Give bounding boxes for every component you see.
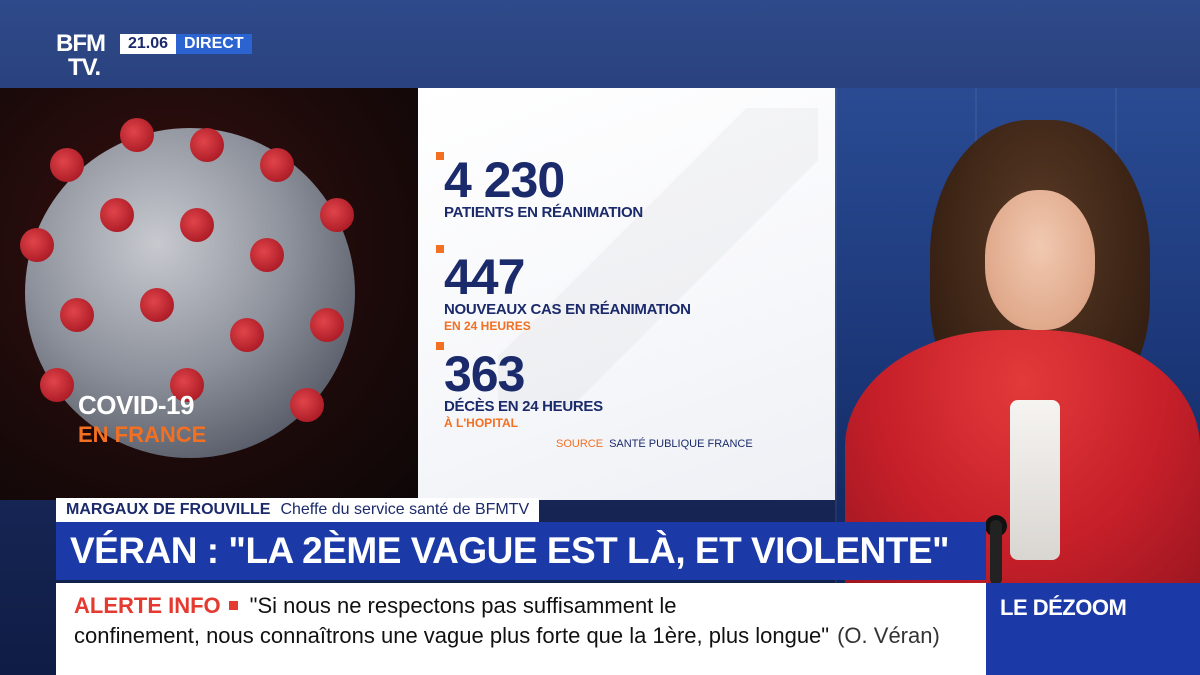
live-badge: DIRECT (176, 34, 252, 54)
clock-time: 21.06 (128, 35, 169, 52)
program-name: LE DÉZOOM (1000, 595, 1127, 620)
headline-banner: VÉRAN : "LA 2ÈME VAGUE EST LÀ, ET VIOLEN… (56, 522, 986, 580)
stats-panel: 4 230 PATIENTS EN RÉANIMATION 447 NOUVEA… (418, 88, 835, 500)
stat-bullet (436, 152, 444, 160)
alert-square-icon (228, 600, 238, 610)
watermark (498, 108, 818, 408)
stat-value: 4 230 (444, 152, 565, 208)
logo-line2: TV. (68, 54, 101, 81)
stat-deaths: 363 DÉCÈS EN 24 HEURES À L'HOPITAL (436, 342, 603, 431)
virus-spike (40, 368, 74, 402)
virus-spike (20, 228, 54, 262)
virus-spike (250, 238, 284, 272)
channel-logo: BFM TV. (56, 32, 116, 84)
stat-label: PATIENTS EN RÉANIMATION (444, 204, 643, 221)
alert-line1: ALERTE INFO "Si nous ne respectons pas su… (74, 593, 677, 619)
source-note: SOURCE SANTÉ PUBLIQUE FRANCE (556, 438, 753, 450)
stat-value: 363 (444, 346, 525, 402)
virus-spike (170, 368, 204, 402)
virus-spike (120, 118, 154, 152)
source-key: SOURCE (556, 438, 604, 450)
virus-spike (60, 298, 94, 332)
lower-third-name: MARGAUX DE FROUVILLE Cheffe du service s… (56, 498, 540, 522)
logo-line1: BFM (56, 30, 106, 57)
alert-attribution: (O. Véran) (837, 623, 940, 648)
stat-sublabel: À L'HOPITAL (444, 416, 518, 430)
topic-title: COVID-19 (78, 390, 194, 420)
stat-sublabel: EN 24 HEURES (444, 319, 531, 333)
virus-spike (290, 388, 324, 422)
stat-label: DÉCÈS EN 24 HEURES (444, 398, 603, 415)
virus-spike (260, 148, 294, 182)
virus-spike (50, 148, 84, 182)
virus-spike (190, 128, 224, 162)
clock-live-badge: 21.06 DIRECT (120, 34, 252, 54)
virus-spike (310, 308, 344, 342)
stat-bullet (436, 245, 444, 253)
virus-spike (320, 198, 354, 232)
virus-spike (100, 198, 134, 232)
speaker-role: Cheffe du service santé de BFMTV (280, 501, 530, 518)
stat-bullet (436, 342, 444, 350)
alert-line2: confinement, nous connaîtrons une vague … (74, 623, 940, 649)
stat-value: 447 (444, 249, 525, 305)
stat-new-cases: 447 NOUVEAUX CAS EN RÉANIMATION EN 24 HE… (436, 245, 691, 334)
stat-patients: 4 230 PATIENTS EN RÉANIMATION (436, 152, 643, 222)
microphone-stand (990, 520, 1002, 585)
virus-spike (180, 208, 214, 242)
virus-spike (230, 318, 264, 352)
presenter-face (985, 190, 1095, 330)
presenter-shirt (1010, 400, 1060, 560)
alert-tag: ALERTE INFO (74, 593, 221, 618)
virus-spike (140, 288, 174, 322)
virus-illustration-panel (0, 88, 418, 500)
alert-text2: confinement, nous connaîtrons une vague … (74, 623, 830, 648)
stat-label: NOUVEAUX CAS EN RÉANIMATION (444, 301, 691, 318)
alert-ticker: ALERTE INFO "Si nous ne respectons pas su… (56, 583, 986, 675)
speaker-name: MARGAUX DE FROUVILLE (66, 501, 271, 518)
headline-text: VÉRAN : "LA 2ÈME VAGUE EST LÀ, ET VIOLEN… (70, 530, 950, 571)
source-value: SANTÉ PUBLIQUE FRANCE (609, 438, 753, 450)
program-tag: LE DÉZOOM (986, 583, 1200, 675)
topic-subtitle: EN FRANCE (78, 422, 207, 447)
alert-text1: "Si nous ne respectons pas suffisamment … (249, 593, 677, 618)
